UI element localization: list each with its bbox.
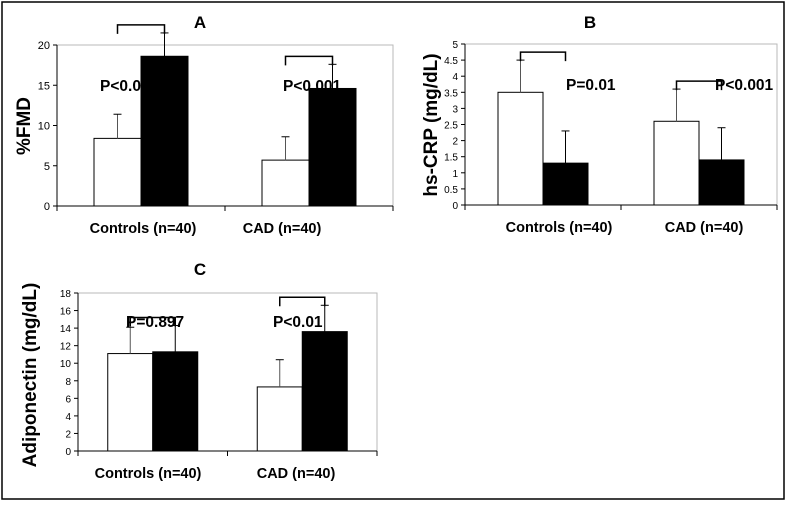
panel-b-ylabel: hs-CRP (mg/dL) <box>421 53 442 196</box>
panel-b-bar-after <box>698 159 745 206</box>
panel-b-category-label: Controls (n=40) <box>506 220 613 236</box>
panel-b-ytick-label: 5 <box>452 40 458 51</box>
panel-c-ytick-label: 12 <box>60 342 72 353</box>
panel-a-significance-bracket <box>116 24 166 34</box>
panel-c-p-value-label: P=0.897 <box>126 314 184 331</box>
panel-b-ytick-label: 4.5 <box>444 56 458 67</box>
panel-c-ytick-label: 10 <box>60 359 72 370</box>
panel-a-p-value-label: P<0.001 <box>100 78 159 95</box>
panel-b-ytick-label: 3.5 <box>444 88 458 99</box>
panel-b-ytick-label: 0 <box>452 201 458 212</box>
panel-c-ylabel: Adiponectin (mg/dL) <box>20 283 41 468</box>
panel-c-category-label: Controls (n=40) <box>95 466 202 482</box>
panel-a-title: A <box>194 13 206 32</box>
panel-c-ytick-label: 4 <box>65 412 71 423</box>
panel-a-bar-after <box>140 55 189 207</box>
panel-b-significance-bracket <box>675 80 723 91</box>
panel-b-significance-bracket <box>519 51 567 62</box>
panel-c: C Adiponectin (mg/dL) 0 2 4 6 8 10 12 14 16 18 Con… <box>20 260 378 482</box>
panel-a-ytick-label: 10 <box>38 121 50 133</box>
panel-b-p-value-label: P<0.001 <box>715 77 774 94</box>
panel-b-ytick-label: 2.5 <box>444 121 458 132</box>
panel-a-ytick-label: 0 <box>44 201 50 213</box>
panel-c-significance-bracket <box>279 296 326 307</box>
panel-b-ytick-label: 1.5 <box>444 153 458 164</box>
panel-b-ytick-label: 2 <box>452 137 458 148</box>
panel-c-p-value-label: P<0.01 <box>273 314 323 331</box>
panel-a-significance-bracket <box>284 55 334 66</box>
panel-c-ytick-label: 16 <box>60 307 72 318</box>
panel-c-significance-bracket <box>129 316 176 327</box>
panel-b-ytick-label: 3 <box>452 104 458 115</box>
panel-c-ytick-label: 18 <box>60 289 72 300</box>
panel-c-bar-before <box>256 386 303 452</box>
panel-b-ytick-label: 1 <box>452 169 458 180</box>
panel-a-ylabel: %FMD <box>14 97 35 155</box>
panel-c-category-label: CAD (n=40) <box>257 466 336 482</box>
panel-a-p-value-label: P<0.001 <box>283 78 342 95</box>
panel-b-bar-before <box>497 91 544 206</box>
panel-c-ytick-label: 2 <box>65 429 71 440</box>
panel-a-ytick-label: 20 <box>38 40 50 52</box>
panel-b-ytick-label: 4 <box>452 72 458 83</box>
panel-c-bar-after <box>301 331 348 452</box>
panel-c-ytick-label: 0 <box>65 447 71 458</box>
panel-c-ytick-label: 14 <box>60 324 72 335</box>
panel-b-ytick-label: 0.5 <box>444 185 458 196</box>
panel-b-bar-before <box>653 120 700 206</box>
panel-a-bar-before <box>261 159 310 207</box>
panel-c-ytick-label: 6 <box>65 394 71 405</box>
panel-c-bar-after <box>152 351 199 452</box>
panel-b: B hs-CRP (mg/dL) 0 0.5 1 1.5 2 2.5 3 3.5 4 4.5 5 Co… <box>421 13 778 236</box>
panel-a-bar-after <box>308 87 357 207</box>
panel-b-bar-after <box>542 162 589 206</box>
panel-b-title: B <box>584 13 596 32</box>
panel-c-ytick-label: 8 <box>65 377 71 388</box>
panel-a: A %FMD 0 5 10 15 20 Controls (n=40) CAD (n=40)… <box>14 13 394 237</box>
panel-a-bar-before <box>93 137 142 207</box>
panel-a-ytick-label: 15 <box>38 80 50 92</box>
panel-c-title: C <box>194 260 206 279</box>
panel-b-category-label: CAD (n=40) <box>665 220 744 236</box>
panel-a-ytick-label: 5 <box>44 161 50 173</box>
panel-b-p-value-label: P=0.01 <box>566 77 616 94</box>
panel-a-category-label: Controls (n=40) <box>90 221 197 237</box>
panel-a-category-label: CAD (n=40) <box>243 221 322 237</box>
panel-c-bar-before <box>107 353 154 452</box>
